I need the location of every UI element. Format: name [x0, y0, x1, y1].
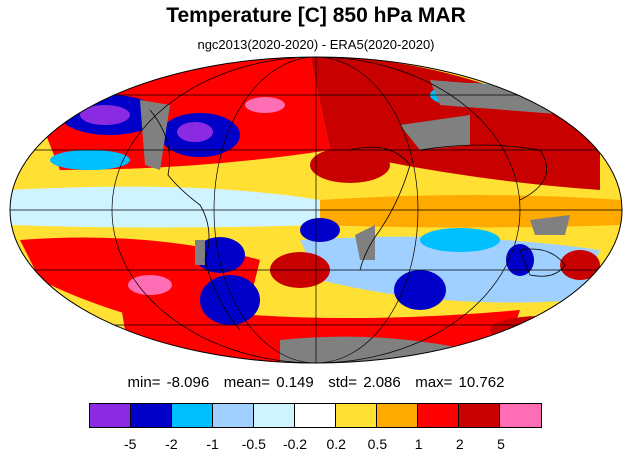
temperature-difference-map: [9, 56, 623, 364]
colorbar-tick-label: -1: [206, 436, 219, 452]
max-value: 10.762: [458, 374, 505, 391]
coastlines: [149, 109, 566, 331]
std-label: std=: [328, 374, 358, 391]
statistics-line: min= -8.096 mean= 0.149 std= 2.086 max= …: [0, 374, 632, 391]
colorbar-swatch: [295, 404, 337, 427]
max-label: max=: [415, 374, 453, 391]
colorbar-tick-label: 1: [414, 436, 423, 452]
colorbar-swatch: [459, 404, 501, 427]
colorbar-swatch: [500, 404, 542, 427]
std-value: 2.086: [363, 374, 401, 391]
colorbar-swatch: [213, 404, 255, 427]
colorbar-tick-label: -0.5: [241, 436, 266, 452]
colorbar-swatch: [254, 404, 296, 427]
colorbar-tick-label: 0.5: [367, 436, 388, 452]
colorbar-swatch: [418, 404, 460, 427]
colorbar-tick-label: -0.2: [282, 436, 308, 452]
colorbar-swatch: [377, 404, 419, 427]
colorbar-tick-label: 5: [497, 436, 505, 452]
colorbar-swatch: [336, 404, 378, 427]
map-outline: [9, 56, 623, 364]
colorbar-tick-label: -5: [123, 436, 137, 452]
colorbar-swatch: [90, 404, 132, 427]
colorbar-tick-label: 0.2: [326, 436, 346, 452]
mean-value: 0.149: [276, 374, 314, 391]
mean-label: mean=: [223, 374, 271, 391]
min-value: -8.096: [166, 374, 210, 391]
min-label: min=: [127, 374, 161, 391]
colorbar-tick-label: 2: [455, 436, 464, 452]
colorbar-tick-label: -2: [165, 436, 178, 452]
colorbar-swatch: [131, 404, 173, 427]
colorbar: [89, 403, 543, 428]
colorbar-swatch: [172, 404, 214, 427]
map-subtitle: ngc2013(2020-2020) - ERA5(2020-2020): [197, 37, 435, 52]
map-title: Temperature [C] 850 hPa MAR: [166, 4, 466, 27]
